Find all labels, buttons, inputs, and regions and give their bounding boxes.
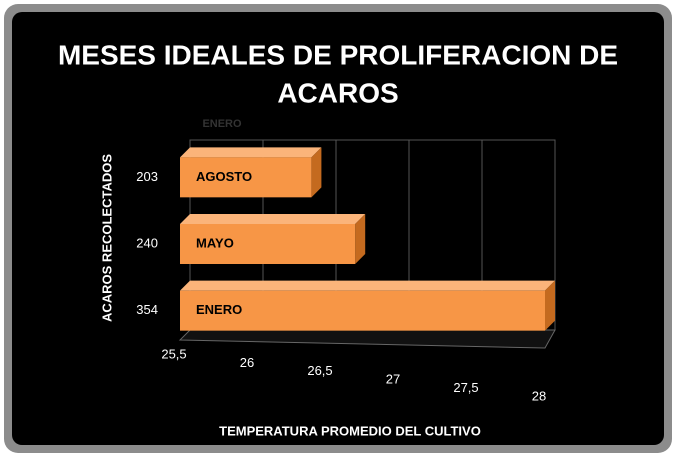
- bar-top: [180, 147, 322, 158]
- y-tick-label: 240: [136, 235, 158, 250]
- x-tick-label: 26,5: [307, 363, 332, 378]
- bar-label: ENERO: [196, 302, 242, 317]
- x-tick-label: 28: [532, 388, 546, 403]
- x-axis-title: TEMPERATURA PROMEDIO DEL CULTIVO: [219, 423, 481, 438]
- bar: [180, 224, 356, 264]
- x-tick-label: 27: [386, 372, 400, 387]
- chart-title: ACAROS: [277, 77, 398, 108]
- y-axis-title: ACAROS RECOLECTADOS: [99, 154, 114, 322]
- bar: [180, 290, 545, 331]
- bar: [180, 157, 312, 198]
- x-tick-label: 25,5: [161, 346, 186, 361]
- y-tick-label: 354: [136, 302, 158, 317]
- bar-side: [355, 214, 366, 264]
- bar-side: [311, 147, 322, 198]
- chart-title: MESES IDEALES DE PROLIFERACION DE: [58, 39, 618, 70]
- bar-label: MAYO: [196, 235, 234, 250]
- bar-side: [545, 280, 555, 331]
- y-tick-label: 203: [136, 169, 158, 184]
- x-tick-label: 27,5: [453, 380, 478, 395]
- x-tick-label: 26: [240, 355, 254, 370]
- legend-entry: ENERO: [202, 118, 242, 130]
- bar-top: [180, 280, 555, 291]
- bar-top: [180, 214, 366, 224]
- bar-label: AGOSTO: [196, 169, 252, 184]
